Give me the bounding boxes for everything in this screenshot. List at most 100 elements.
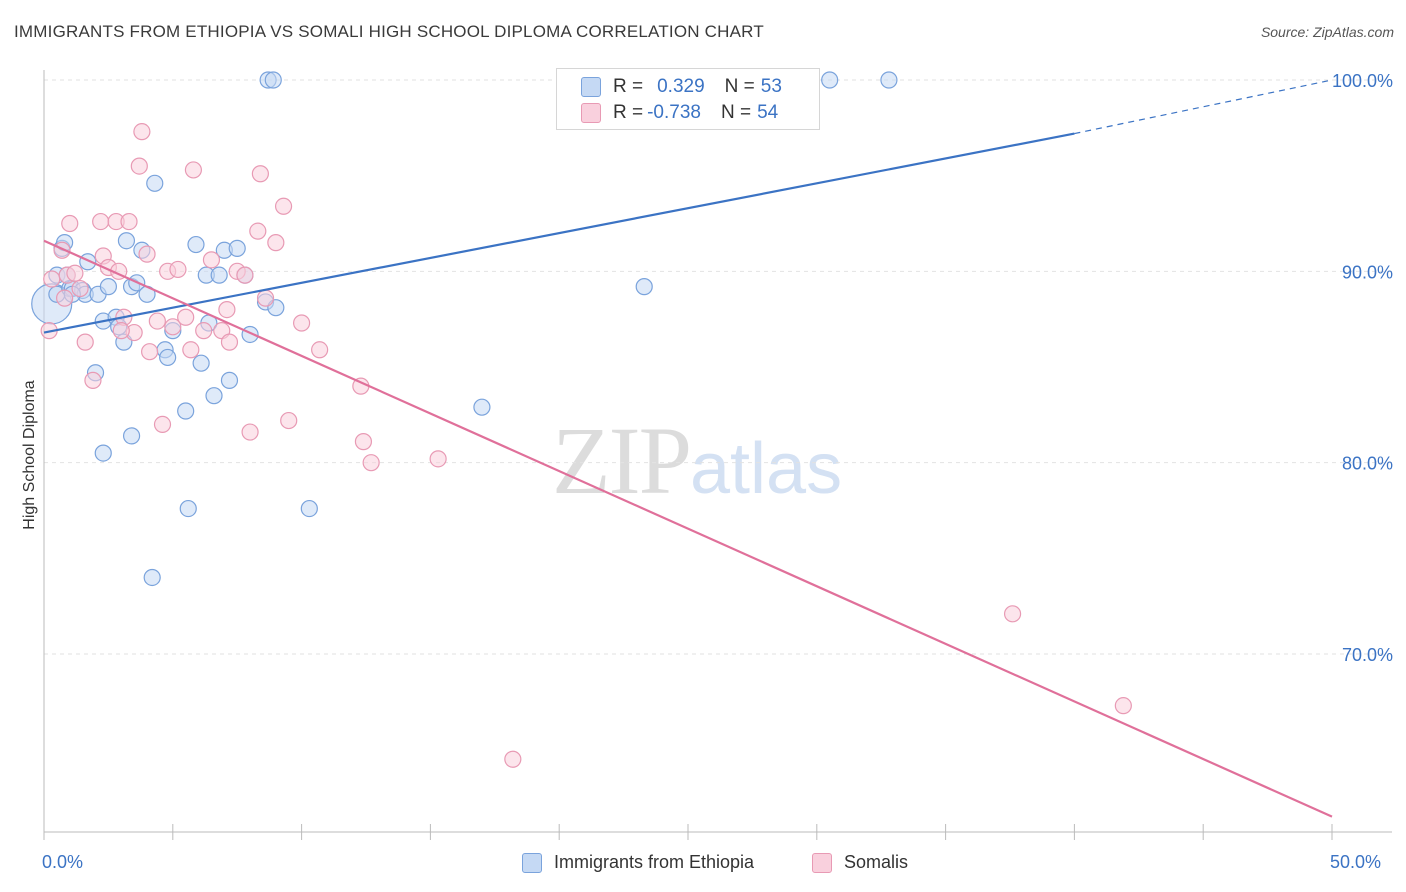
- ethiopia-point: [143, 568, 161, 587]
- ethiopia-point: [228, 239, 246, 257]
- somali-point: [112, 322, 130, 340]
- somali-point: [1003, 605, 1022, 623]
- somali-point: [218, 301, 236, 319]
- legend-row-ethiopia: R = 0.329 N = 53: [581, 75, 782, 99]
- ethiopia-point: [146, 174, 164, 192]
- legend-r-label: R =: [613, 76, 644, 97]
- somali-point: [71, 279, 89, 298]
- legend-row-somali: R = -0.738 N = 54: [581, 101, 778, 125]
- source-credit: Source: ZipAtlas.com: [1260, 24, 1394, 40]
- ethiopia-trend-line: [43, 132, 1075, 334]
- ethiopia-point: [220, 371, 239, 389]
- somali-point: [164, 318, 182, 336]
- ethiopia-trend-extension: [1074, 79, 1333, 135]
- ethiopia-point: [473, 398, 491, 416]
- somali-points: [40, 123, 1132, 768]
- ethiopia-point: [117, 232, 136, 250]
- legend-swatch-somali: [581, 103, 601, 123]
- series-legend-somali[interactable]: Somalis: [812, 852, 908, 873]
- ethiopia-point: [205, 387, 223, 405]
- series-label-somali: Somalis: [844, 852, 909, 872]
- legend-n-value: 54: [757, 102, 779, 123]
- somali-point: [249, 222, 267, 240]
- somali-point: [92, 212, 110, 231]
- somali-point: [251, 165, 269, 183]
- ethiopia-point: [99, 278, 118, 296]
- somali-point: [362, 454, 380, 472]
- series-swatch-somali: [812, 852, 832, 873]
- somali-point: [141, 343, 159, 361]
- ethiopia-point: [159, 348, 177, 367]
- ethiopia-point: [210, 266, 228, 284]
- y-tick-label: 90.0%: [1342, 262, 1393, 282]
- legend-swatch-ethiopia: [581, 77, 601, 97]
- somali-point: [184, 161, 203, 179]
- somali-point: [43, 270, 61, 288]
- somali-point: [220, 333, 239, 351]
- legend-r-value: -0.738: [647, 102, 701, 123]
- somali-point: [267, 234, 285, 252]
- series-legend: Immigrants from Ethiopia Somalis: [0, 850, 1406, 878]
- somali-point: [148, 312, 166, 330]
- ethiopia-point: [192, 354, 210, 372]
- axes: [43, 70, 1392, 840]
- legend-n-label: N =: [720, 102, 752, 123]
- series-swatch-ethiopia: [522, 852, 542, 873]
- somali-point: [133, 123, 151, 141]
- ethiopia-point: [187, 235, 205, 254]
- chart-title: IMMIGRANTS FROM ETHIOPIA VS SOMALI HIGH …: [14, 22, 764, 41]
- y-tick-label: 70.0%: [1342, 645, 1393, 665]
- x-tick-label-max: 50.0%: [1330, 852, 1382, 872]
- ethiopia-point: [300, 499, 318, 518]
- watermark-atlas: atlas: [690, 429, 843, 509]
- somali-point: [202, 251, 221, 269]
- somali-point: [429, 450, 447, 468]
- ethiopia-point: [821, 71, 839, 89]
- somali-point: [504, 750, 522, 768]
- legend-r-label: R =: [613, 102, 644, 123]
- somali-point: [1114, 697, 1132, 715]
- somali-point: [280, 411, 298, 430]
- somali-point: [182, 341, 200, 359]
- x-tick-label-min: 0.0%: [42, 852, 84, 872]
- somali-point: [153, 415, 172, 433]
- ethiopia-points: [31, 71, 898, 587]
- trend-lines: [43, 79, 1333, 818]
- y-tick-label: 100.0%: [1332, 71, 1393, 91]
- somali-point: [84, 371, 102, 389]
- somali-trend-line: [43, 239, 1333, 818]
- legend-n-value: 53: [760, 76, 782, 97]
- somali-point: [311, 341, 329, 359]
- somali-point: [241, 423, 259, 441]
- grid-lines: [44, 79, 1392, 655]
- ethiopia-point: [179, 499, 197, 518]
- somali-point: [61, 214, 79, 233]
- somali-point: [76, 333, 94, 351]
- series-legend-ethiopia[interactable]: Immigrants from Ethiopia: [522, 852, 754, 873]
- watermark-zip: ZIP: [552, 407, 692, 514]
- ethiopia-point: [264, 71, 282, 89]
- ethiopia-point: [94, 444, 112, 462]
- legend-r-value: 0.329: [657, 76, 705, 97]
- series-label-ethiopia: Immigrants from Ethiopia: [554, 852, 755, 872]
- somali-point: [120, 212, 138, 231]
- y-axis-label: High School Diploma: [21, 380, 38, 530]
- watermark: ZIPatlas: [552, 405, 842, 516]
- ethiopia-point: [880, 71, 898, 89]
- somali-point: [177, 308, 195, 326]
- y-tick-labels: 70.0% 80.0% 90.0% 100.0%: [1332, 71, 1393, 665]
- somali-point: [66, 264, 84, 282]
- somali-point: [256, 289, 275, 307]
- somali-point: [236, 266, 254, 284]
- somali-point: [56, 289, 74, 307]
- somali-point: [354, 433, 373, 451]
- somali-point: [274, 197, 293, 215]
- stats-legend: R = 0.329 N = 53 R = -0.738 N = 54: [556, 68, 820, 130]
- somali-point: [169, 260, 187, 279]
- ethiopia-point: [635, 278, 653, 296]
- ethiopia-point: [122, 427, 141, 445]
- somali-point: [130, 157, 148, 175]
- legend-n-label: N =: [724, 76, 755, 97]
- somali-point: [195, 322, 213, 340]
